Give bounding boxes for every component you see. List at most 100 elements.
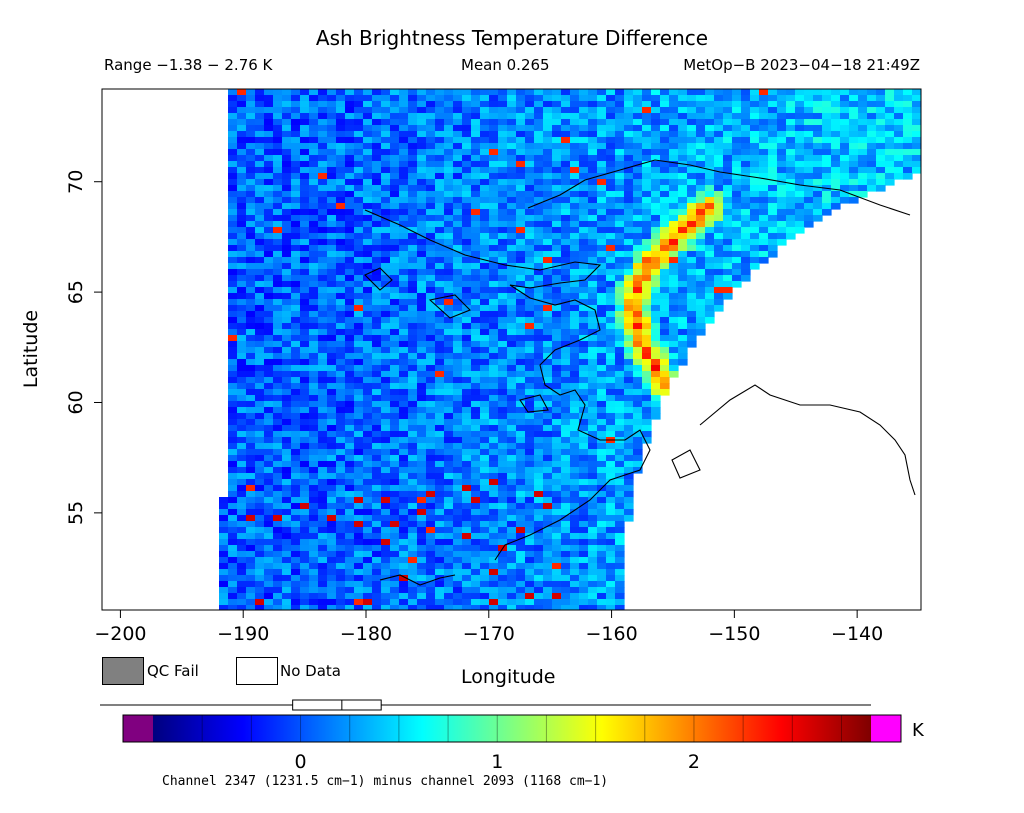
swath-cell bbox=[678, 263, 688, 270]
swath-cell bbox=[354, 317, 364, 324]
swath-cell bbox=[399, 203, 409, 210]
swath-cell bbox=[624, 491, 634, 498]
swath-cell bbox=[750, 95, 760, 102]
swath-cell bbox=[507, 269, 517, 276]
swath-cell bbox=[795, 137, 805, 144]
swath-cell bbox=[615, 443, 625, 450]
swath-cell bbox=[381, 443, 391, 450]
swath-cell bbox=[543, 473, 553, 480]
swath-cell bbox=[327, 281, 337, 288]
swath-cell bbox=[642, 317, 652, 324]
swath-cell bbox=[615, 269, 625, 276]
swath-cell bbox=[219, 545, 229, 552]
swath-cell bbox=[309, 119, 319, 126]
swath-cell bbox=[696, 89, 706, 96]
swath-cell bbox=[606, 185, 616, 192]
swath-cell bbox=[444, 407, 454, 414]
swath-cell bbox=[255, 383, 265, 390]
swath-cell bbox=[390, 89, 400, 96]
swath-cell bbox=[426, 113, 436, 120]
swath-cell bbox=[606, 431, 616, 438]
swath-cell bbox=[309, 263, 319, 270]
swath-cell bbox=[291, 389, 301, 396]
swath-cell bbox=[588, 137, 598, 144]
swath-cell bbox=[624, 353, 634, 360]
swath-cell bbox=[228, 107, 238, 114]
swath-cell bbox=[516, 161, 526, 168]
swath-cell bbox=[687, 101, 697, 108]
swath-cell bbox=[642, 107, 652, 114]
swath-cell bbox=[579, 473, 589, 480]
swath-cell bbox=[273, 89, 283, 96]
swath-cell bbox=[588, 311, 598, 318]
swath-cell bbox=[633, 365, 643, 372]
swath-cell bbox=[345, 509, 355, 516]
swath-cell bbox=[498, 143, 508, 150]
swath-cell bbox=[498, 263, 508, 270]
swath-cell bbox=[408, 485, 418, 492]
swath-cell bbox=[354, 329, 364, 336]
swath-cell bbox=[507, 191, 517, 198]
swath-cell bbox=[354, 119, 364, 126]
swath-cell bbox=[552, 149, 562, 156]
swath-cell bbox=[543, 479, 553, 486]
swath-cell bbox=[300, 509, 310, 516]
swath-cell bbox=[624, 125, 634, 132]
swath-cell bbox=[399, 299, 409, 306]
swath-cell bbox=[507, 497, 517, 504]
swath-cell bbox=[633, 161, 643, 168]
swath-cell bbox=[309, 317, 319, 324]
swath-cell bbox=[426, 107, 436, 114]
swath-cell bbox=[363, 179, 373, 186]
swath-cell bbox=[336, 275, 346, 282]
swath-cell bbox=[543, 179, 553, 186]
swath-cell bbox=[408, 539, 418, 546]
swath-cell bbox=[345, 503, 355, 510]
swath-cell bbox=[354, 371, 364, 378]
swath-cell bbox=[759, 179, 769, 186]
swath-cell bbox=[570, 377, 580, 384]
swath-cell bbox=[696, 143, 706, 150]
swath-cell bbox=[309, 125, 319, 132]
swath-cell bbox=[264, 563, 274, 570]
swath-cell bbox=[651, 215, 661, 222]
swath-cell bbox=[300, 185, 310, 192]
swath-cell bbox=[426, 173, 436, 180]
swath-cell bbox=[300, 329, 310, 336]
swath-cell bbox=[453, 125, 463, 132]
swath-cell bbox=[363, 131, 373, 138]
swath-cell bbox=[903, 173, 913, 180]
swath-cell bbox=[273, 377, 283, 384]
swath-cell bbox=[255, 473, 265, 480]
swath-cell bbox=[489, 335, 499, 342]
swath-cell bbox=[624, 131, 634, 138]
swath-cell bbox=[453, 593, 463, 600]
swath-cell bbox=[345, 167, 355, 174]
swath-cell bbox=[543, 563, 553, 570]
swath-cell bbox=[507, 485, 517, 492]
swath-cell bbox=[633, 437, 643, 444]
swath-cell bbox=[831, 191, 841, 198]
swath-cell bbox=[750, 167, 760, 174]
swath-cell bbox=[354, 521, 364, 528]
swath-cell bbox=[354, 557, 364, 564]
swath-cell bbox=[354, 533, 364, 540]
swath-cell bbox=[372, 557, 382, 564]
swath-cell bbox=[273, 167, 283, 174]
swath-cell bbox=[651, 257, 661, 264]
swath-cell bbox=[399, 383, 409, 390]
swath-cell bbox=[345, 269, 355, 276]
swath-cell bbox=[354, 467, 364, 474]
swath-cell bbox=[372, 293, 382, 300]
swath-cell bbox=[624, 203, 634, 210]
swath-cell bbox=[534, 437, 544, 444]
swath-cell bbox=[534, 353, 544, 360]
swath-cell bbox=[516, 167, 526, 174]
swath-cell bbox=[696, 185, 706, 192]
swath-cell bbox=[525, 575, 535, 582]
swath-cell bbox=[669, 365, 679, 372]
swath-cell bbox=[309, 149, 319, 156]
plot-title: Ash Brightness Temperature Difference bbox=[315, 26, 709, 50]
swath-cell bbox=[786, 215, 796, 222]
swath-cell bbox=[237, 569, 247, 576]
